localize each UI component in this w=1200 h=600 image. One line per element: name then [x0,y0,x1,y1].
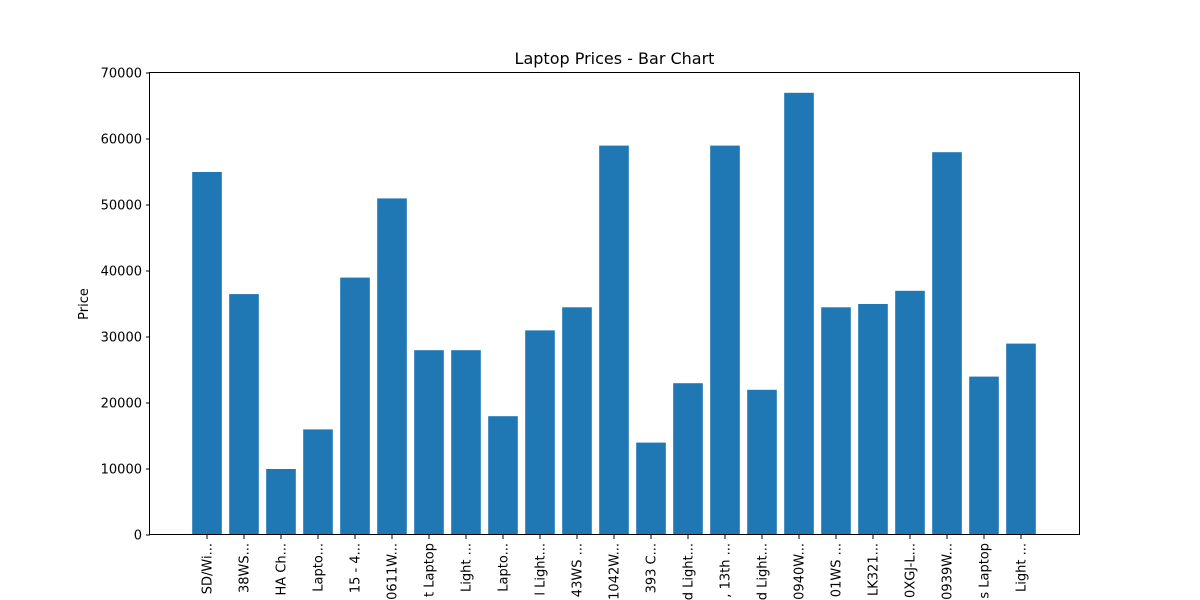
bars-group [192,92,1036,536]
x-tick-label-12: 393 C... [645,543,660,593]
bar-1 [229,294,259,535]
y-axis-title: Price [77,288,92,320]
x-tick-label-17: 01WS ... [830,543,845,597]
x-tick-label-6: t Laptop [423,543,438,597]
bar-2 [266,469,296,535]
y-tick-label-3: 30000 [101,331,142,346]
x-tick-label-9: l Light... [534,543,549,596]
x-tick-label-21: s Laptop [978,543,993,599]
y-tick-label-4: 40000 [101,265,142,280]
bar-18 [858,304,888,535]
x-tick-label-4: 15 - 4... [349,543,364,593]
x-tick-label-10: 43WS ... [571,543,586,597]
bar-9 [525,330,555,535]
y-tick-label-6: 60000 [101,133,142,148]
bar-0 [192,172,222,535]
x-tick-label-1: 38WS... [238,543,253,593]
bar-3 [303,429,333,535]
x-tick-label-14: , 13th ... [719,543,734,598]
x-tick-label-5: 0611W... [386,543,401,600]
x-tick-label-16: 0940W... [793,543,808,600]
bar-6 [414,350,444,535]
bar-14 [710,145,740,535]
bar-16 [784,92,814,536]
x-tick-label-19: 0XGJ-L... [904,543,919,598]
bar-10 [562,307,592,535]
bar-7 [451,350,481,535]
x-tick-label-22: Light ... [1015,543,1030,592]
x-tick-label-15: d Light... [756,543,771,600]
x-axis: SD/Wi... 38WS... HA Ch... Lapto... 15 - 4...… [201,535,1030,600]
x-tick-label-13: d Light... [682,543,697,600]
y-tick-label-2: 20000 [101,397,142,412]
bar-8 [488,416,518,535]
plot-area-frame [149,72,1080,535]
y-tick-label-5: 50000 [101,199,142,214]
bar-17 [821,307,851,535]
bar-15 [747,389,777,535]
chart-title: Laptop Prices - Bar Chart [515,49,715,68]
bar-13 [673,383,703,535]
x-tick-label-0: SD/Wi... [201,543,216,594]
bar-19 [895,290,925,535]
bar-21 [969,376,999,535]
bar-11 [599,145,629,535]
bar-12 [636,442,666,535]
x-tick-label-7: Light ... [460,543,475,592]
y-axis: 0 10000 20000 30000 40000 50000 60000 70000 [101,67,150,544]
y-tick-label-0: 0 [134,529,142,544]
y-tick-label-1: 10000 [101,463,142,478]
x-tick-label-20: 0939W... [941,543,956,600]
bar-22 [1006,343,1036,535]
y-tick-label-7: 70000 [101,67,142,82]
x-tick-label-2: HA Ch... [275,543,290,596]
bar-4 [340,277,370,535]
bar-20 [932,152,962,535]
x-tick-label-8: Lapto... [497,543,512,592]
x-tick-label-3: Lapto... [312,543,327,592]
x-tick-label-18: LK321... [867,543,882,596]
bar-5 [377,198,407,535]
x-tick-label-11: 1042W... [608,543,623,600]
